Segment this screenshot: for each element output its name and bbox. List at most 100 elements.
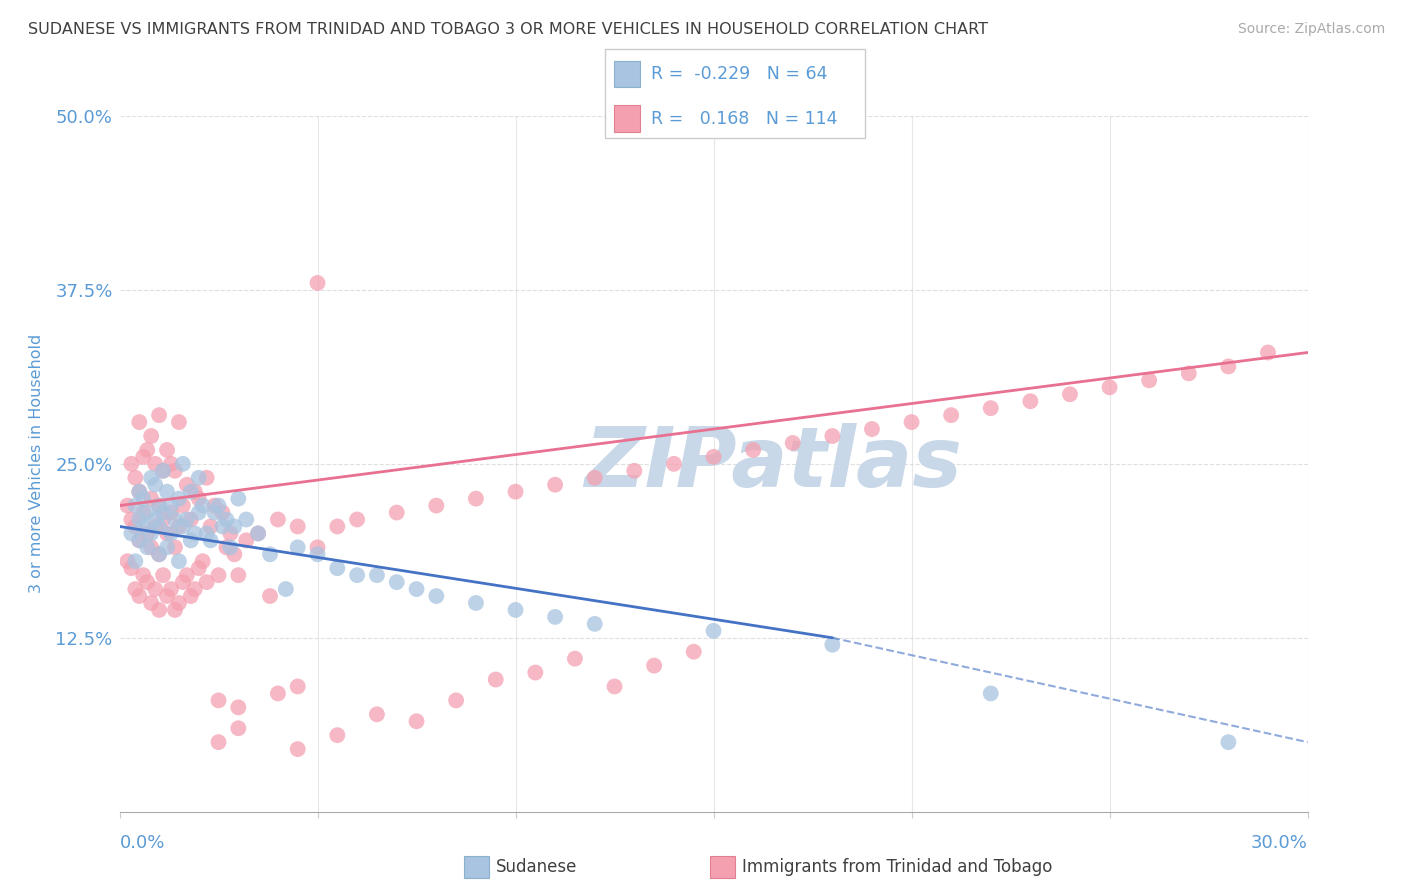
Text: R =   0.168   N = 114: R = 0.168 N = 114 — [651, 110, 838, 128]
Point — [143, 512, 166, 526]
Point — [583, 616, 606, 631]
Point — [980, 686, 1002, 700]
Point — [191, 554, 214, 568]
Point — [163, 464, 186, 478]
Point — [207, 568, 229, 582]
Point — [211, 506, 233, 520]
Text: Sudanese: Sudanese — [496, 858, 578, 876]
Point — [143, 582, 166, 596]
Point — [120, 561, 142, 575]
Point — [148, 547, 170, 561]
Point — [366, 707, 388, 722]
Point — [346, 512, 368, 526]
Point — [136, 541, 159, 555]
Point — [187, 506, 209, 520]
Point — [124, 554, 146, 568]
Point — [346, 568, 368, 582]
Point — [128, 484, 150, 499]
Point — [1178, 367, 1201, 381]
Point — [307, 541, 329, 555]
Point — [141, 526, 163, 541]
Point — [1137, 373, 1160, 387]
Point — [742, 442, 765, 457]
Text: ZIPatlas: ZIPatlas — [583, 424, 962, 504]
Point — [132, 491, 155, 506]
Point — [167, 519, 190, 533]
Point — [524, 665, 547, 680]
Point — [326, 728, 349, 742]
Point — [195, 526, 218, 541]
Point — [385, 575, 408, 590]
Point — [405, 582, 427, 596]
Point — [136, 575, 159, 590]
Point — [160, 499, 183, 513]
Point — [228, 700, 250, 714]
Point — [152, 464, 174, 478]
Point — [156, 484, 179, 499]
Point — [821, 429, 844, 443]
Point — [287, 742, 309, 756]
Point — [564, 651, 586, 665]
Point — [156, 526, 179, 541]
Point — [152, 568, 174, 582]
Point — [224, 519, 246, 533]
Point — [143, 477, 166, 491]
Point — [152, 506, 174, 520]
Point — [228, 491, 250, 506]
Point — [900, 415, 922, 429]
Point — [267, 686, 290, 700]
Point — [156, 442, 179, 457]
Point — [980, 401, 1002, 416]
Point — [132, 506, 155, 520]
Point — [1218, 359, 1240, 374]
Point — [326, 561, 349, 575]
Point — [643, 658, 665, 673]
Point — [160, 506, 183, 520]
Point — [163, 541, 186, 555]
Point — [187, 491, 209, 506]
Point — [176, 512, 198, 526]
Point — [132, 519, 155, 533]
Point — [505, 603, 527, 617]
Point — [172, 519, 194, 533]
Point — [148, 603, 170, 617]
Point — [128, 512, 150, 526]
Point — [176, 477, 198, 491]
Point — [128, 533, 150, 548]
Point — [167, 415, 190, 429]
Point — [385, 506, 408, 520]
Point — [405, 714, 427, 729]
Point — [117, 499, 139, 513]
Point — [247, 526, 270, 541]
Text: SUDANESE VS IMMIGRANTS FROM TRINIDAD AND TOBAGO 3 OR MORE VEHICLES IN HOUSEHOLD : SUDANESE VS IMMIGRANTS FROM TRINIDAD AND… — [28, 22, 988, 37]
Point — [172, 457, 194, 471]
Point — [124, 519, 146, 533]
Point — [307, 276, 329, 290]
Point — [287, 680, 309, 694]
Point — [184, 526, 207, 541]
Point — [259, 547, 281, 561]
Point — [821, 638, 844, 652]
Point — [180, 512, 202, 526]
Point — [505, 484, 527, 499]
Point — [228, 721, 250, 735]
Point — [425, 589, 447, 603]
Point — [167, 596, 190, 610]
Point — [195, 471, 218, 485]
Point — [326, 519, 349, 533]
Point — [132, 450, 155, 464]
Point — [156, 589, 179, 603]
Point — [1019, 394, 1042, 409]
Point — [204, 499, 226, 513]
Point — [148, 547, 170, 561]
Point — [485, 673, 508, 687]
Point — [124, 582, 146, 596]
Point — [228, 568, 250, 582]
Text: R =  -0.229   N = 64: R = -0.229 N = 64 — [651, 65, 828, 83]
Point — [544, 610, 567, 624]
Text: Source: ZipAtlas.com: Source: ZipAtlas.com — [1237, 22, 1385, 37]
Point — [211, 519, 233, 533]
Point — [200, 533, 222, 548]
Point — [128, 484, 150, 499]
Point — [184, 582, 207, 596]
